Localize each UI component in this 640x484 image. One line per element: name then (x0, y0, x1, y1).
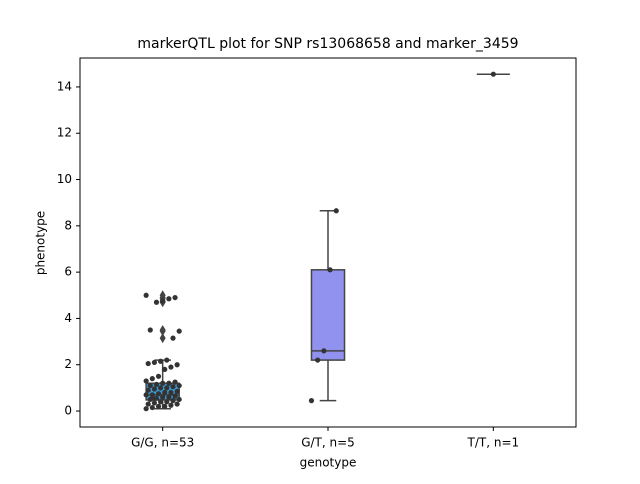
point (174, 388, 180, 394)
point (153, 395, 160, 401)
point (168, 364, 174, 370)
x-tick-label: T/T, n=1 (467, 436, 520, 450)
y-tick-label: 14 (57, 79, 72, 93)
point (145, 387, 151, 393)
outlier (159, 333, 166, 344)
point (162, 366, 168, 372)
point (145, 360, 151, 367)
point (172, 294, 178, 301)
point (149, 395, 155, 401)
point (308, 398, 315, 404)
point (315, 357, 321, 363)
point (149, 376, 155, 382)
point (174, 362, 180, 368)
chart-title: markerQTL plot for SNP rs13068658 and ma… (137, 36, 518, 52)
point (166, 296, 172, 302)
point (170, 384, 176, 390)
y-tick-label: 0 (64, 404, 72, 418)
point (147, 327, 153, 333)
x-tick-label: G/T, n=5 (301, 436, 355, 450)
point (168, 389, 174, 396)
point (164, 399, 170, 405)
point (168, 402, 174, 408)
point (155, 403, 162, 409)
point (155, 373, 162, 379)
plot-frame (79, 57, 577, 428)
point (151, 400, 157, 406)
outlier (159, 290, 166, 301)
point (174, 401, 180, 407)
y-tick-label: 12 (57, 126, 72, 140)
point (143, 378, 149, 384)
point (155, 391, 162, 397)
x-tick-label: G/G, n=53 (131, 436, 194, 450)
point (327, 267, 333, 273)
point (164, 357, 170, 363)
x-axis-label: genotype (300, 456, 357, 470)
point (176, 328, 182, 334)
box (310, 269, 346, 361)
point (153, 381, 160, 388)
point (170, 398, 176, 404)
point (164, 385, 170, 391)
point (147, 382, 153, 389)
point (166, 380, 172, 386)
y-tick-label: 2 (64, 357, 72, 371)
point (143, 292, 149, 298)
point (149, 404, 155, 411)
point (145, 401, 151, 407)
point (160, 380, 166, 386)
point (333, 208, 339, 214)
point (490, 71, 496, 77)
point (176, 396, 182, 403)
y-tick-label: 10 (57, 172, 72, 186)
y-tick-label: 8 (64, 218, 72, 232)
point (160, 394, 166, 400)
point (321, 348, 327, 354)
point (172, 379, 178, 385)
point (143, 406, 149, 412)
point (162, 389, 168, 396)
point (176, 382, 182, 389)
point (158, 399, 164, 405)
point (151, 359, 157, 366)
point (172, 393, 178, 399)
point (170, 335, 176, 341)
point (143, 392, 149, 398)
point (158, 385, 164, 391)
point (151, 386, 157, 392)
point (160, 298, 166, 304)
point (162, 403, 168, 409)
y-tick-label: 6 (64, 265, 72, 279)
y-axis-label: phenotype (34, 211, 48, 275)
point (158, 358, 164, 364)
point (166, 394, 172, 400)
y-tick-label: 4 (64, 311, 72, 325)
outlier (159, 325, 166, 336)
point (153, 299, 160, 305)
